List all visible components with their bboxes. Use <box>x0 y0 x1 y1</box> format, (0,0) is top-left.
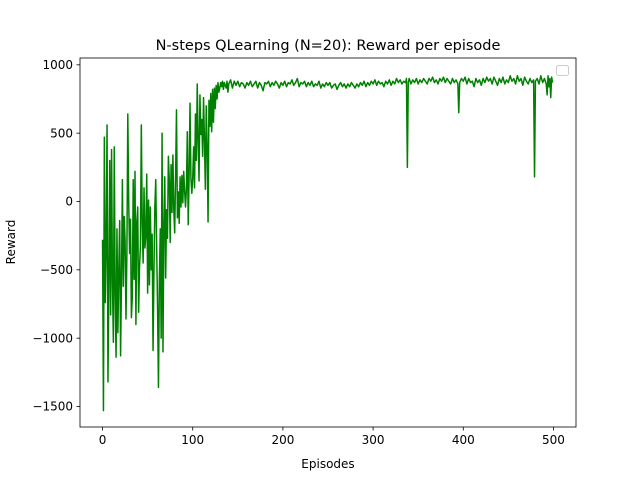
y-axis-label: Reward <box>4 220 18 265</box>
chart-title: N-steps QLearning (N=20): Reward per epi… <box>156 38 501 54</box>
y-tick-label: 500 <box>50 126 73 140</box>
x-tick-label: 300 <box>362 433 385 447</box>
y-tick-label: 1000 <box>42 58 73 72</box>
x-tick-label: 0 <box>99 433 107 447</box>
y-tick-label: −1500 <box>32 400 73 414</box>
plot-frame <box>79 57 577 428</box>
legend-box <box>556 65 569 76</box>
y-axis: −1500 −1000 −500 0 500 1000 <box>32 58 80 414</box>
x-tick-label: 500 <box>542 433 565 447</box>
series-line-0 <box>101 75 554 412</box>
x-tick-label: 400 <box>452 433 475 447</box>
x-axis: 0 100 200 300 400 500 <box>99 427 565 447</box>
x-tick-label: 100 <box>181 433 204 447</box>
x-tick-label: 200 <box>271 433 294 447</box>
y-tick-label: 0 <box>65 195 73 209</box>
y-tick-label: −500 <box>40 263 73 277</box>
y-tick-label: −1000 <box>32 331 73 345</box>
series-layer <box>101 75 554 412</box>
x-axis-label: Episodes <box>301 457 354 471</box>
